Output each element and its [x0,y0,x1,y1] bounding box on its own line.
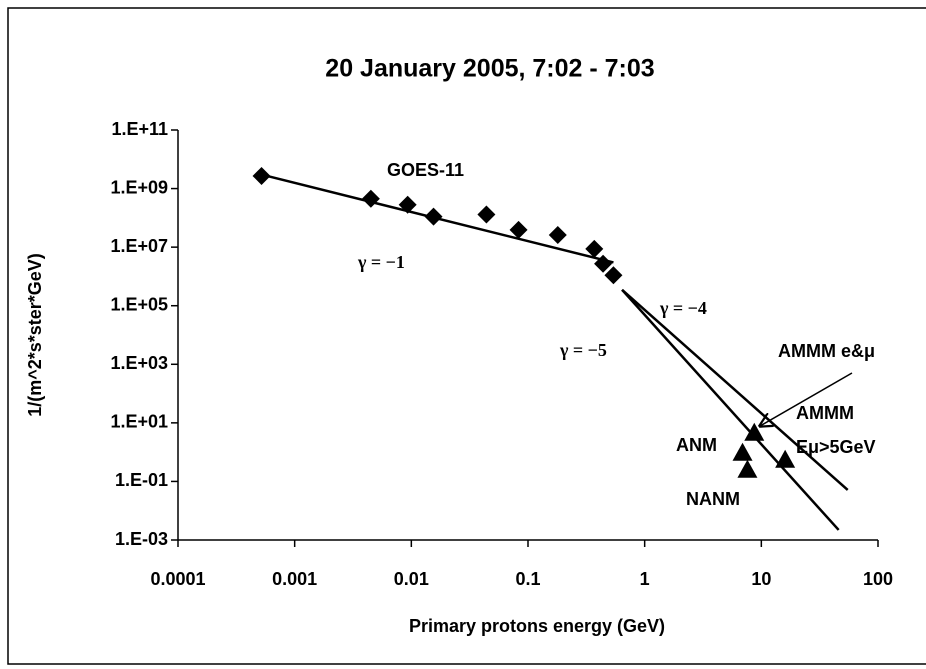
x-tick-label: 0.0001 [150,569,205,589]
chart-title: 20 January 2005, 7:02 - 7:03 [325,55,654,83]
y-tick-label: 1.E-01 [115,470,168,490]
triangle-marker [775,449,796,468]
annotation: AMMM e&μ [778,341,875,361]
triangle-marker [744,422,765,441]
chart-frame [7,7,926,665]
annotation: GOES-11 [387,160,464,180]
y-tick-label: 1.E+03 [110,353,168,373]
y-tick-label: 1.E+05 [110,294,168,314]
diamond-marker [604,266,623,285]
x-tick-label: 0.1 [515,569,540,589]
annotation: γ = −5 [559,340,607,360]
annotation: AMMM [796,403,854,423]
fit-line [261,173,614,264]
y-tick-label: 1.E+11 [111,119,168,139]
diamond-marker [548,225,567,244]
x-tick-label: 100 [863,569,893,589]
triangle-marker [737,459,758,478]
diamond-marker [252,166,271,185]
y-tick-label: 1.E-03 [115,529,168,549]
diamond-marker [585,239,604,258]
x-tick-label: 10 [751,569,771,589]
triangle-marker [732,442,753,461]
diamond-marker [477,205,496,224]
annotation: γ = −4 [659,298,707,318]
x-tick-label: 0.01 [394,569,429,589]
y-tick-label: 1.E+07 [110,236,168,256]
fit-line [621,288,840,531]
annotation: γ = −1 [357,252,405,272]
x-tick-label: 1 [640,569,650,589]
y-tick-label: 1.E+01 [110,412,168,432]
annotation: Eμ>5GeV [796,437,876,457]
annotation: ANM [676,435,717,455]
y-axis-label: 1/(m^2*s*ster*GeV) [25,253,45,417]
diamond-marker [509,220,528,239]
x-tick-label: 0.001 [272,569,317,589]
annotation-arrow [760,372,853,426]
x-axis-label: Primary protons energy (GeV) [409,616,665,636]
diamond-marker [361,189,380,208]
y-tick-label: 1.E+09 [110,177,168,197]
annotation: NANM [686,489,740,509]
fit-line [621,288,849,491]
